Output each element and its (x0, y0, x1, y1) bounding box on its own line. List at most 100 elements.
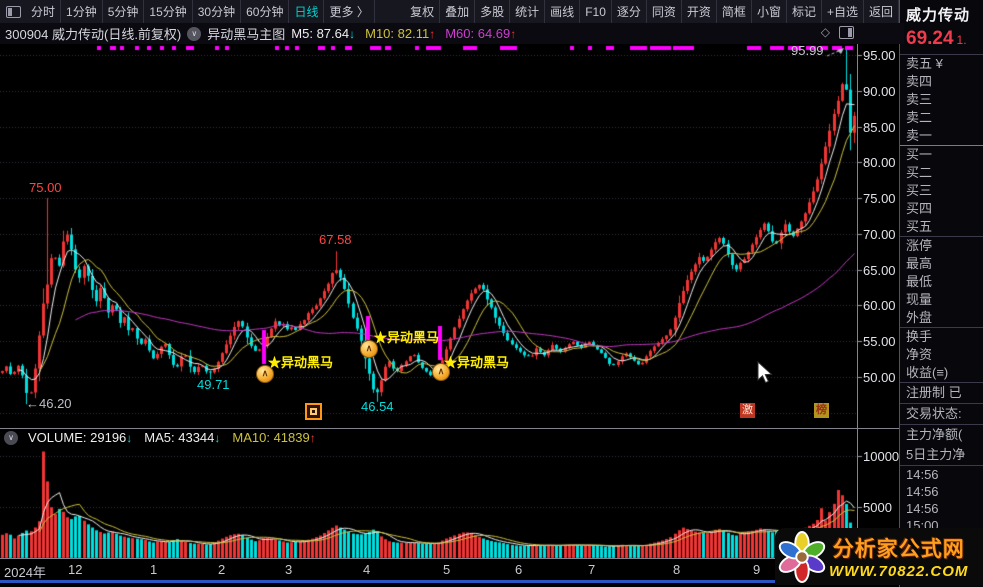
quote-row: 买二 (906, 165, 933, 180)
price-annotation-apr-low: 46.54 (361, 399, 394, 414)
top-toolbar: 分时 1分钟 5分钟 15分钟 30分钟 60分钟 日线 更多 〉 复权 叠加 多股 统计 画线 F10… (0, 0, 899, 23)
arrow-down-icon: ↓ (349, 26, 356, 41)
price-axis-label: 80.00 (863, 155, 896, 171)
price-annotation-nov-high: 75.00 (29, 180, 62, 195)
arrow-up-icon: ↑ (510, 26, 517, 41)
toolbar-item-tool[interactable]: 复权 (405, 0, 441, 23)
ma-legend-item: MA10: 41839 ↑ (232, 430, 315, 445)
quote-row: 买一 (906, 147, 933, 162)
quote-row: 现量 (906, 292, 933, 307)
quote-row: 最高 (906, 256, 933, 271)
price-axis-label: 95.00 (863, 48, 896, 63)
diamond-icon[interactable]: ◇ (820, 25, 830, 39)
chart-corner-icons: ◇ (821, 25, 854, 39)
toolbar-item-tool[interactable]: 标记 (787, 0, 822, 23)
price-axis-label: 90.00 (863, 83, 896, 99)
event-badge-hui[interactable] (305, 403, 322, 420)
watermark-title: 分析家公式网 (832, 538, 965, 561)
toolbar-item-tool[interactable]: +自选 (822, 0, 864, 23)
signal-circle-icon[interactable]: ∧ (360, 340, 378, 358)
toolbar-item-period[interactable]: 30分钟 (193, 0, 242, 23)
time-axis-label: 3 (285, 562, 293, 577)
toolbar-item-tool[interactable]: 逐分 (612, 0, 647, 23)
quote-group: 涨停最高最低现量外盘 (900, 237, 983, 328)
arrow-down-icon: ↓ (214, 430, 221, 445)
toolbar-item-tool[interactable]: 简框 (717, 0, 752, 23)
price-axis-label: 85.00 (863, 119, 896, 135)
event-badge-red[interactable]: 激 (740, 403, 755, 418)
toolbar-item-tool[interactable]: 同资 (647, 0, 682, 23)
toolbar-item-tool[interactable]: 开资 (682, 0, 717, 23)
quote-panel-border (899, 0, 900, 587)
toolbar-item-tool[interactable]: 小窗 (752, 0, 787, 23)
quote-group: 卖五 ¥ 卖四卖三卖二卖一 (900, 55, 983, 146)
ma-legend: M5: 87.64 ↓ M10: 82.11 ↑ M60: 64.69 ↑ (291, 26, 516, 41)
toolbar-item-period[interactable]: 更多 〉 (324, 0, 375, 23)
chart-header: 300904 威力传动(日线.前复权) ∨ 异动黑马主图 M5: 87.64 ↓ M… (0, 23, 904, 44)
volume-legend: VOLUME: 29196 ↓ MA5: 43344 ↓ MA10: 41839 ↑ (28, 430, 316, 445)
window-bottom-bar (0, 580, 983, 583)
event-badge-olive[interactable]: 榜 (814, 403, 829, 418)
split-window-icon[interactable] (839, 25, 854, 39)
toolbar-item-period[interactable]: 1分钟 (61, 0, 103, 23)
time-axis-label: 8 (673, 562, 681, 577)
time-axis-label: 2024年 (4, 565, 46, 580)
toolbar-item-period[interactable]: 60分钟 (241, 0, 290, 23)
mouse-cursor (757, 361, 773, 384)
price-axis-label: 60.00 (863, 298, 896, 314)
toolbar-spacer (375, 0, 405, 23)
quote-panel: 威力传动 69.24 1. 卖五 ¥ 卖四 卖三 卖二 卖一 买一 买二 买三 买四 买五 涨停 最高最… (900, 0, 983, 587)
quote-row: 卖四 (906, 74, 933, 89)
quote-row: 卖一 (906, 128, 933, 143)
quote-row: 买四 (906, 201, 933, 216)
signal-label: ★异动黑马 (268, 355, 334, 370)
toolbar-item-period[interactable]: 15分钟 (144, 0, 193, 23)
quote-row: 14:56 (906, 501, 939, 516)
quote-row: 14:56 (906, 484, 939, 499)
indicator-name[interactable]: 异动黑马主图 (207, 27, 286, 42)
toolbar-item-period[interactable]: 分时 (26, 0, 62, 23)
ma-legend-item: MA5: 43344 ↓ (144, 430, 220, 445)
price-annotation-apr-high: 67.58 (319, 232, 352, 247)
quote-row: 卖五 ¥ (906, 56, 943, 71)
toolbar-item-tool[interactable]: 返回 (864, 0, 899, 23)
price-row: 69.24 1. (900, 25, 983, 55)
quote-row: 卖二 (906, 110, 933, 125)
toolbar-item-period[interactable]: 日线 (289, 0, 325, 23)
time-axis-label: 5 (443, 562, 451, 577)
signal-circle-icon[interactable]: ∧ (256, 365, 274, 383)
quote-rows: 卖五 ¥ 卖四 卖三 卖二 卖一 买一 买二 买三 买四 买五 涨停 最高 最低 现量 外盘 换手 净资 收益(≡… (900, 55, 983, 534)
toolbar-item-tool[interactable]: 统计 (510, 0, 546, 23)
toolbar-item-tool[interactable]: 多股 (475, 0, 511, 23)
volume-axis-label: 10000 (863, 449, 900, 464)
signal-circle-icon[interactable]: ∧ (432, 363, 450, 381)
quote-row: 最低 (906, 274, 933, 289)
window-panes-icon[interactable] (6, 6, 21, 18)
toolbar-item-tool[interactable]: 叠加 (440, 0, 476, 23)
watermark: 分析家公式网 WWW.70822.COM (775, 528, 983, 585)
quote-row: 外盘 (906, 310, 933, 325)
flower-logo-icon (778, 530, 826, 583)
quote-row: 卖三 (906, 92, 933, 107)
toolbar-item-tool[interactable]: 画线 (545, 0, 581, 23)
quote-row: 收益(≡) (906, 365, 949, 380)
chevron-down-icon[interactable]: ∨ (4, 430, 18, 445)
volume-header: ∨ VOLUME: 29196 ↓ MA5: 43344 ↓ MA10: 41839 ↑ (4, 430, 316, 445)
time-axis-label: 7 (588, 562, 596, 577)
quote-row: 买五 (906, 219, 933, 234)
toolbar-item-tool[interactable]: F10 (580, 0, 612, 23)
price-annotation-feb-low: 49.71 (197, 377, 230, 392)
quote-row: 14:56 (906, 467, 939, 482)
quote-group: 主力净额(5日主力净 (900, 425, 983, 466)
toolbar-item-period[interactable]: 5分钟 (103, 0, 145, 23)
pane-divider (0, 428, 899, 429)
quote-row: 涨停 (906, 238, 933, 253)
quote-row: 买三 (906, 183, 933, 198)
signal-label: ★异动黑马 (374, 330, 440, 345)
price-axis-label: 55.00 (863, 334, 896, 350)
quote-row: 换手 (906, 329, 933, 344)
quote-row: 交易状态: (906, 406, 962, 421)
chevron-down-icon[interactable]: ∨ (187, 26, 202, 41)
quote-row: 5日主力净 (906, 447, 966, 462)
